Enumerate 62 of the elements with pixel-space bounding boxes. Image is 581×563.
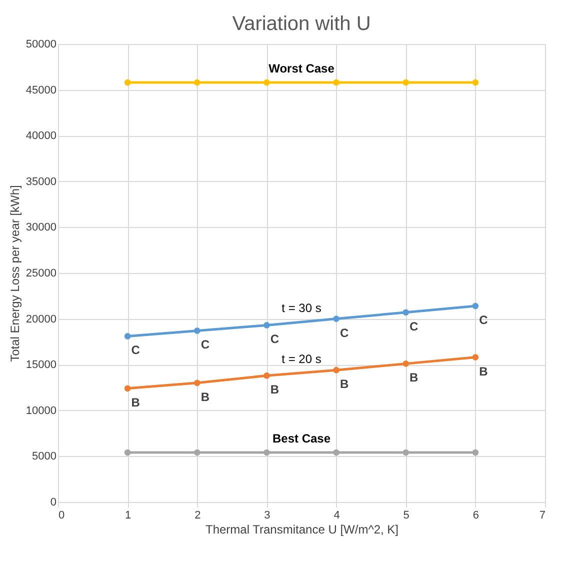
series-label: t = 20 s [282, 352, 322, 366]
x-tick-label: 5 [403, 510, 410, 522]
data-label: C [131, 343, 140, 358]
y-tick-label: 25000 [26, 268, 56, 280]
y-tick-label: 30000 [26, 222, 56, 234]
series-label: Worst Case [268, 61, 335, 76]
data-label: C [410, 319, 419, 334]
point [194, 449, 200, 456]
y-tick-label: 5000 [32, 450, 56, 463]
data-label: B [200, 390, 210, 404]
y-axis-title: Total Energy Loss per year [kWh] [8, 185, 22, 362]
point [264, 372, 270, 379]
x-tick-label: 4 [334, 510, 340, 522]
data-label: C [270, 332, 280, 346]
point [472, 302, 479, 310]
x-tick-label: 2 [194, 510, 201, 522]
point [194, 79, 200, 86]
point [402, 79, 410, 86]
point [333, 366, 340, 374]
point [333, 316, 340, 322]
point [402, 449, 410, 456]
point [264, 449, 270, 456]
point [472, 449, 479, 456]
point [124, 385, 131, 392]
y-tick-label: 35000 [26, 176, 56, 188]
y-tick-label: 15000 [26, 359, 56, 372]
data-label: B [131, 395, 140, 410]
x-tick-label: 3 [264, 510, 270, 522]
x-tick-label: 1 [125, 510, 132, 522]
series-label: t = 30 s [282, 301, 322, 316]
x-tick-label: 6 [472, 510, 479, 522]
point [472, 354, 479, 360]
data-label: C [340, 326, 349, 340]
data-label: B [340, 377, 349, 392]
chart-title: Variation with U [232, 13, 371, 35]
point [264, 79, 270, 86]
point [264, 322, 270, 328]
point [333, 79, 340, 86]
x-tick-label: 0 [58, 510, 65, 522]
y-tick-label: 50000 [26, 38, 56, 50]
data-label: C [479, 312, 488, 327]
point [124, 449, 131, 456]
y-tick-label: 45000 [26, 84, 56, 96]
y-tick-label: 10000 [26, 404, 56, 417]
data-label: B [479, 364, 488, 378]
point [124, 333, 131, 340]
data-label: B [270, 382, 280, 397]
x-axis-title: Thermal Transmitance U [W/m^2, K] [205, 522, 399, 536]
point [194, 380, 200, 386]
point [124, 79, 131, 86]
point [402, 360, 410, 367]
point [472, 79, 479, 86]
point [194, 328, 200, 334]
y-tick-label: 0 [50, 496, 56, 508]
point [402, 309, 410, 316]
point [333, 449, 340, 456]
y-tick-label: 40000 [26, 130, 56, 142]
y-tick-label: 20000 [26, 313, 56, 326]
series-label: Best Case [272, 432, 331, 446]
x-tick-label: 7 [539, 510, 546, 522]
data-label: B [410, 370, 419, 385]
data-label: C [200, 338, 210, 352]
